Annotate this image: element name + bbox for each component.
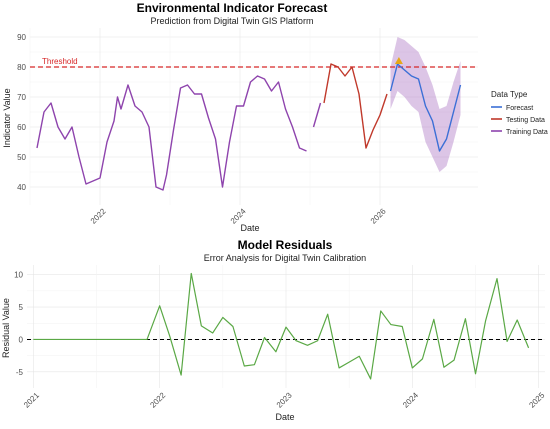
- forecast-y-axis-label: Indicator Value: [2, 88, 12, 147]
- residuals-y-tick-label: 0: [19, 335, 24, 344]
- residuals-x-tick-label: 2023: [275, 390, 294, 409]
- residuals-y-tick-label: 5: [19, 303, 24, 312]
- residuals-chart: Model Residuals Error Analysis for Digit…: [1, 238, 547, 422]
- legend-item-testing-data: Testing Data: [506, 117, 545, 124]
- legend-item-forecast: Forecast: [506, 105, 533, 112]
- threshold-exceedance-marker: [394, 57, 403, 64]
- residuals-chart-title: Model Residuals: [238, 238, 333, 252]
- forecast-y-tick-label: 60: [17, 123, 26, 132]
- series-line-testing-data: [323, 63, 388, 149]
- threshold-label: Threshold: [42, 57, 78, 66]
- residuals-line: [33, 272, 530, 380]
- forecast-y-tick-label: 70: [17, 93, 26, 102]
- forecast-y-tick-label: 50: [17, 153, 26, 162]
- residuals-x-tick-label: 2022: [148, 390, 167, 409]
- legend-title: Data Type: [491, 90, 528, 99]
- residuals-x-axis-label: Date: [275, 412, 294, 422]
- residuals-y-tick-label: 10: [14, 271, 23, 280]
- forecast-x-tick-label: 2022: [89, 206, 108, 225]
- series-line-training-data: [36, 75, 307, 191]
- forecast-x-tick-label: 2026: [369, 206, 388, 225]
- forecast-chart-title: Environmental Indicator Forecast: [137, 1, 328, 15]
- residuals-x-tick-label: 2024: [401, 390, 420, 409]
- forecast-y-tick-label: 80: [17, 63, 26, 72]
- forecast-y-tick-label: 90: [17, 33, 26, 42]
- residuals-y-tick-label: -5: [16, 368, 24, 377]
- forecast-legend: Data Type Forecast Testing Data Training D…: [491, 90, 548, 136]
- residuals-x-tick-label: 2021: [22, 390, 41, 409]
- forecast-chart-subtitle: Prediction from Digital Twin GIS Platfor…: [151, 16, 314, 26]
- series-line-training-data-continued: [312, 102, 322, 128]
- residuals-chart-subtitle: Error Analysis for Digital Twin Calibrat…: [204, 253, 366, 263]
- forecast-y-tick-label: 40: [17, 183, 26, 192]
- forecast-chart: Environmental Indicator Forecast Predict…: [2, 1, 548, 233]
- series-line-forecast: [389, 63, 462, 152]
- legend-item-training-data: Training Data: [506, 129, 548, 136]
- forecast-x-axis-label: Date: [240, 223, 259, 233]
- residuals-x-tick-label: 2025: [527, 390, 546, 409]
- residuals-y-axis-label: Residual Value: [1, 298, 11, 358]
